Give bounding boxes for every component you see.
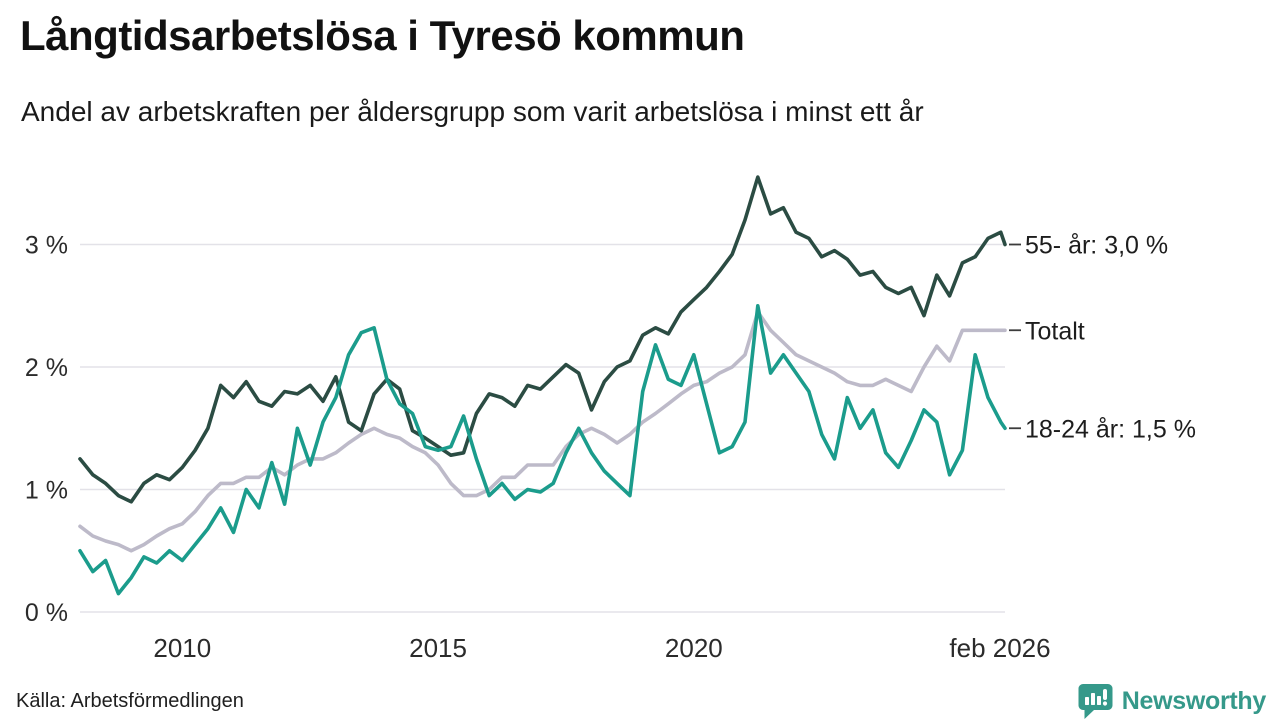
- newsworthy-logo-icon: [1078, 684, 1113, 719]
- x-axis-tick-label: 2010: [153, 633, 211, 663]
- page-subtitle: Andel av arbetskraften per åldersgrupp s…: [21, 96, 924, 127]
- series-line-totalt: [78, 310, 1007, 553]
- y-axis-tick-label: 0 %: [25, 599, 68, 627]
- x-axis-tick-label: 2020: [665, 633, 723, 663]
- x-axis-tick-label: 2015: [409, 633, 467, 663]
- series-end-label: 18-24 år: 1,5 %: [1025, 415, 1196, 443]
- x-axis-tick-label: feb 2026: [949, 633, 1050, 663]
- series-line-18-24-r: [78, 303, 1007, 596]
- y-axis-tick-label: 1 %: [25, 477, 68, 505]
- brand-lockup: Newsworthy: [1077, 682, 1266, 720]
- series-line-55-r: [78, 175, 1007, 504]
- series-end-label: 55- år: 3,0 %: [1025, 232, 1168, 260]
- y-axis-tick-label: 3 %: [25, 232, 68, 260]
- source-note: Källa: Arbetsförmedlingen: [16, 690, 244, 712]
- brand-name: Newsworthy: [1121, 686, 1267, 715]
- y-axis-tick-label: 2 %: [25, 354, 68, 382]
- series-end-label: Totalt: [1025, 317, 1085, 345]
- page-title: Långtidsarbetslösa i Tyresö kommun: [20, 12, 745, 59]
